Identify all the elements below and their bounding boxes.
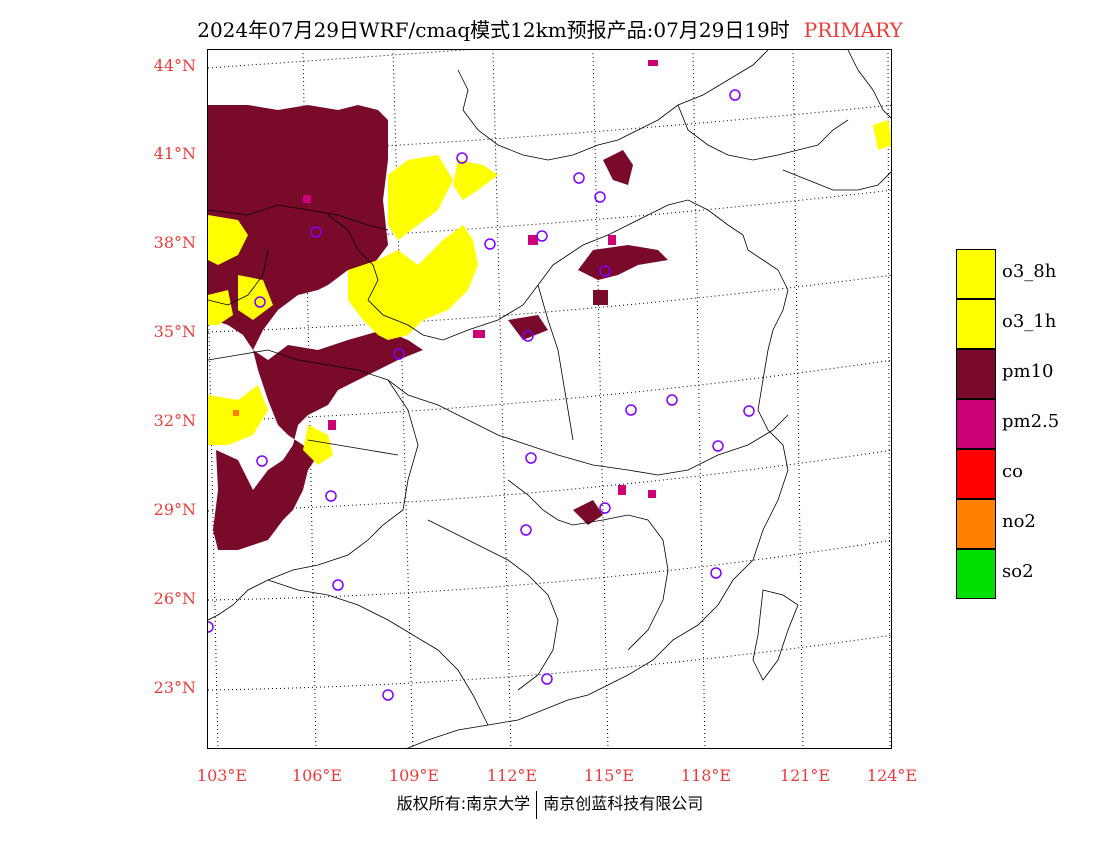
lat-label-35n: 35°N xyxy=(153,322,196,341)
pollutant-legend: o3_8h o3_1h pm10 pm2.5 co no2 so2 xyxy=(956,249,1086,599)
title-primary-tag: PRIMARY xyxy=(803,18,903,42)
no2-region xyxy=(233,410,239,416)
lon-label-124e: 124°E xyxy=(866,766,918,785)
legend-swatch xyxy=(956,399,996,449)
copyright-footer: 版权所有:南京大学 南京创蓝科技有限公司 xyxy=(0,790,1100,819)
legend-label: o3_1h xyxy=(1002,311,1057,332)
forecast-map xyxy=(208,50,891,748)
legend-label: o3_8h xyxy=(1002,261,1057,282)
lat-label-41n: 41°N xyxy=(153,144,196,163)
pm25-region xyxy=(303,60,658,498)
lon-label-121e: 121°E xyxy=(779,766,831,785)
lon-label-103e: 103°E xyxy=(196,766,248,785)
lat-label-23n: 23°N xyxy=(153,678,196,697)
lon-label-115e: 115°E xyxy=(583,766,635,785)
map-title: 2024年07月29日WRF/cmaq模式12km预报产品:07月29日19时 P… xyxy=(0,14,1100,43)
lon-label-118e: 118°E xyxy=(680,766,732,785)
lon-label-112e: 112°E xyxy=(486,766,538,785)
legend-swatch xyxy=(956,549,996,599)
legend-item-pm10: pm10 xyxy=(956,349,1086,399)
legend-item-o3-8h: o3_8h xyxy=(956,249,1086,299)
copyright-left: 版权所有:南京大学 xyxy=(396,794,531,813)
lat-label-29n: 29°N xyxy=(153,500,196,519)
station-markers xyxy=(208,89,755,701)
lon-label-106e: 106°E xyxy=(291,766,343,785)
legend-swatch xyxy=(956,499,996,549)
copyright-right: 南京创蓝科技有限公司 xyxy=(543,794,704,813)
lat-label-26n: 26°N xyxy=(153,589,196,608)
legend-swatch xyxy=(956,299,996,349)
legend-label: pm2.5 xyxy=(1002,411,1060,432)
lat-label-32n: 32°N xyxy=(153,411,196,430)
map-panel[interactable] xyxy=(207,49,892,749)
title-text: 2024年07月29日WRF/cmaq模式12km预报产品:07月29日19时 xyxy=(197,18,790,42)
legend-label: pm10 xyxy=(1002,361,1054,382)
legend-swatch xyxy=(956,449,996,499)
legend-item-no2: no2 xyxy=(956,499,1086,549)
legend-swatch xyxy=(956,249,996,299)
boundaries xyxy=(208,50,891,748)
legend-item-pm25: pm2.5 xyxy=(956,399,1086,449)
legend-item-co: co xyxy=(956,449,1086,499)
legend-label: co xyxy=(1002,461,1023,482)
o3-region xyxy=(208,120,891,465)
legend-swatch xyxy=(956,349,996,399)
legend-label: so2 xyxy=(1002,561,1034,582)
lon-label-109e: 109°E xyxy=(388,766,440,785)
lat-label-38n: 38°N xyxy=(153,233,196,252)
footer-divider xyxy=(536,790,538,819)
legend-label: no2 xyxy=(1002,511,1036,532)
legend-item-o3-1h: o3_1h xyxy=(956,299,1086,349)
legend-item-so2: so2 xyxy=(956,549,1086,599)
lat-label-44n: 44°N xyxy=(153,56,196,75)
